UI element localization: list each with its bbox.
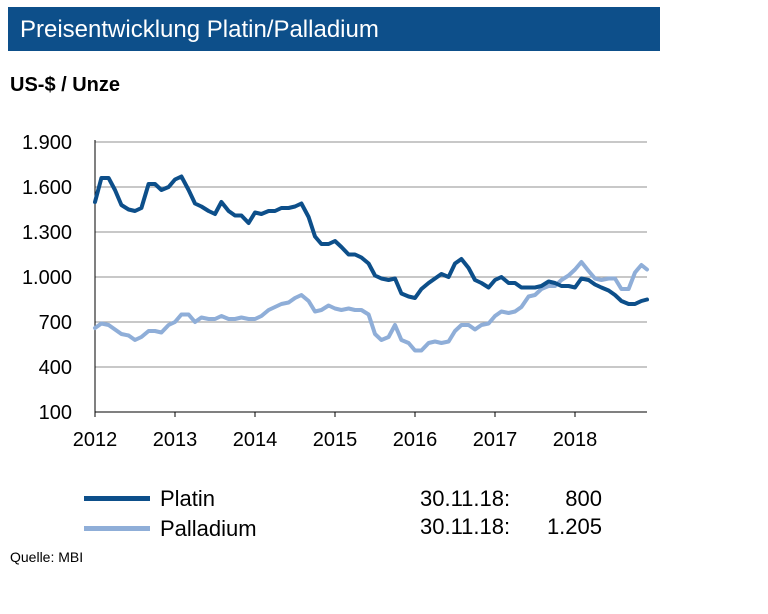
x-tick-label: 2016: [393, 429, 438, 451]
legend-line-platin: [84, 496, 150, 501]
y-tick-label: 400: [39, 357, 72, 379]
y-tick-label: 100: [39, 402, 72, 424]
y-tick-label: 700: [39, 312, 72, 334]
x-tick-label: 2012: [73, 429, 118, 451]
unit-label: US-$ / Unze: [10, 74, 121, 96]
legend-label-palladium: Palladium: [160, 516, 257, 541]
y-tick-label: 1.300: [22, 222, 72, 244]
chart-title: Preisentwicklung Platin/Palladium: [20, 16, 379, 43]
x-tick-label: 2015: [313, 429, 358, 451]
source-note: Quelle: MBI: [10, 549, 84, 565]
series-line-palladium: [93, 260, 649, 353]
value-row-palladium: 30.11.18: 1.205: [420, 514, 602, 540]
legend-label-platin: Platin: [160, 486, 216, 511]
x-tick-label: 2013: [153, 429, 198, 451]
x-tick-label: 2018: [553, 429, 598, 451]
y-tick-label: 1.600: [22, 177, 72, 199]
value-date-palladium: 30.11.18:: [420, 514, 511, 539]
x-tick-label: 2014: [233, 429, 278, 451]
y-tick-label: 1.900: [22, 132, 72, 154]
x-tick-label: 2017: [473, 429, 518, 451]
value-row-platin: 30.11.18: 800: [420, 486, 602, 512]
value-palladium: 1.205: [546, 514, 602, 539]
value-platin: 800: [565, 486, 602, 511]
y-tick-label: 1.000: [22, 267, 72, 289]
value-date-platin: 30.11.18:: [420, 486, 511, 511]
legend-line-palladium: [84, 526, 150, 531]
series-line-platin: [93, 174, 649, 306]
title-bar: Preisentwicklung Platin/Palladium: [8, 7, 660, 51]
